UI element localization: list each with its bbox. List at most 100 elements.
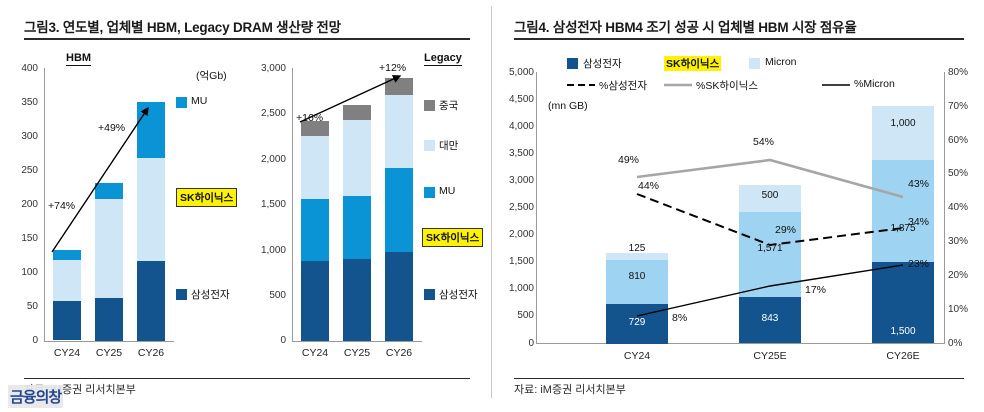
r-legend-swatch-micron bbox=[749, 58, 760, 69]
r-ytick-4500: 4,500 bbox=[508, 94, 534, 105]
r-line-label-ss-cy26: 34% bbox=[908, 216, 930, 228]
legacy-chart-label: Legacy bbox=[424, 52, 462, 66]
left-panel-title: 그림3. 연도별, 업체별 HBM, Legacy DRAM 생산량 전망 bbox=[24, 20, 341, 35]
right-source: 자료: iM증권 리서치본부 bbox=[514, 384, 626, 396]
hbm-ytick-400: 400 bbox=[21, 63, 38, 74]
hbm-cat-cy24: CY24 bbox=[53, 347, 81, 359]
r-label-cy26-micron: 1,000 bbox=[890, 118, 916, 129]
r-label-cy24-micron: 125 bbox=[628, 243, 646, 254]
r-legend-skhynix: SK하이닉스 bbox=[664, 56, 722, 71]
r-legend-pct-micron: %Micron bbox=[854, 78, 895, 90]
left-panel: 그림3. 연도별, 업체별 HBM, Legacy DRAM 생산량 전망 HB… bbox=[8, 20, 484, 408]
hbm-legend-swatch-samsung bbox=[176, 289, 187, 300]
right-panel-title: 그림4. 삼성전자 HBM4 조기 성공 시 업체별 HBM 시장 점유율 bbox=[514, 20, 857, 35]
r-legend-samsung: 삼성전자 bbox=[583, 58, 622, 70]
hbm-ytick-250: 250 bbox=[21, 165, 38, 176]
watermark: 금융의창 bbox=[8, 385, 64, 408]
hbm-bar-cy25-samsung bbox=[95, 298, 123, 341]
legacy-bar-cy24-taiwan bbox=[301, 136, 329, 199]
hbm-legend-skhynix: SK하이닉스 bbox=[176, 188, 238, 207]
r-y2tick-70: 70% bbox=[948, 101, 969, 112]
legacy-cat-cy24: CY24 bbox=[301, 347, 329, 359]
r-ytick-1000: 1,000 bbox=[508, 283, 534, 294]
r-legend-pct-samsung: %삼성전자 bbox=[599, 80, 647, 92]
panel-divider bbox=[491, 6, 492, 398]
hbm-chart-label: HBM bbox=[66, 52, 92, 66]
legacy-ytick-0: 0 bbox=[280, 335, 286, 346]
legacy-y-axis bbox=[292, 68, 293, 342]
legacy-ytick-2500: 2,500 bbox=[260, 108, 286, 119]
r-unit-label: (mn GB) bbox=[548, 100, 588, 112]
right-source-rule bbox=[514, 378, 964, 379]
r-y2tick-20: 20% bbox=[948, 270, 969, 281]
r-ytick-2000: 2,000 bbox=[508, 229, 534, 240]
legacy-annotation-12: +12% bbox=[379, 62, 407, 74]
legacy-ytick-1000: 1,000 bbox=[260, 245, 286, 256]
r-ytick-4000: 4,000 bbox=[508, 121, 534, 132]
legacy-bar-cy24-mu bbox=[301, 199, 329, 261]
r-y2tick-80: 80% bbox=[948, 67, 969, 78]
hbm-x-axis bbox=[44, 341, 174, 342]
legacy-bar-cy25-taiwan bbox=[343, 120, 371, 196]
r-legend-pct-skhynix: %SK하이닉스 bbox=[696, 80, 758, 92]
hbm-ytick-300: 300 bbox=[21, 131, 38, 142]
hbm-ytick-150: 150 bbox=[21, 233, 38, 244]
legacy-bar-cy25-mu bbox=[343, 196, 371, 259]
legacy-x-axis bbox=[292, 341, 422, 342]
r-x-axis bbox=[536, 343, 945, 344]
r-line-label-sk-cy25: 54% bbox=[753, 136, 775, 148]
hbm-annotation-49: +49% bbox=[98, 122, 126, 134]
hbm-legend-mu: MU bbox=[191, 95, 208, 107]
r-bar-cy24-skhynix bbox=[606, 260, 668, 304]
r-line-label-mu-cy26: 23% bbox=[908, 258, 930, 270]
hbm-y-axis bbox=[44, 68, 45, 342]
hbm-ytick-50: 50 bbox=[26, 301, 38, 312]
hbm-unit-label: (억Gb) bbox=[196, 70, 227, 82]
r-line-label-sk-cy26: 43% bbox=[908, 178, 930, 190]
hbm-bar-cy26-mu bbox=[137, 102, 165, 158]
r-bar-cy26-skhynix bbox=[872, 160, 934, 262]
legacy-ytick-1500: 1,500 bbox=[260, 199, 286, 210]
legacy-bar-cy26-mu bbox=[385, 168, 413, 252]
hbm-annotation-74: +74% bbox=[48, 200, 76, 212]
hbm-bar-cy25-skhynix bbox=[95, 199, 123, 298]
legacy-cat-cy26: CY26 bbox=[385, 347, 413, 359]
r-cat-cy26: CY26E bbox=[886, 350, 920, 362]
r-ytick-2500: 2,500 bbox=[508, 202, 534, 213]
hbm-legend-swatch-mu bbox=[176, 97, 187, 108]
legacy-legend-swatch-mu bbox=[424, 187, 435, 198]
hbm-ytick-0: 0 bbox=[32, 335, 38, 346]
hbm-bar-cy25-mu bbox=[95, 183, 123, 199]
r-ytick-3000: 3,000 bbox=[508, 175, 534, 186]
legacy-bar-cy26-china bbox=[385, 78, 413, 95]
hbm-bar-cy24-samsung bbox=[53, 301, 81, 340]
hbm-bar-cy26-skhynix bbox=[137, 158, 165, 261]
hbm-bar-cy26-samsung bbox=[137, 261, 165, 341]
r-label-cy26-samsung: 1,500 bbox=[890, 326, 916, 337]
legacy-bar-cy25-samsung bbox=[343, 259, 371, 341]
hbm-bar-cy24-mu bbox=[53, 250, 81, 260]
legacy-cat-cy25: CY25 bbox=[343, 347, 371, 359]
legacy-bar-cy24-samsung bbox=[301, 261, 329, 341]
r-legend-micron: Micron bbox=[765, 56, 797, 68]
hbm-legend-samsung: 삼성전자 bbox=[191, 289, 230, 301]
r-line-label-ss-cy24: 44% bbox=[638, 180, 660, 192]
hbm-ytick-350: 350 bbox=[21, 97, 38, 108]
r-ytick-500: 500 bbox=[517, 310, 534, 321]
r-ytick-3500: 3,500 bbox=[508, 148, 534, 159]
legacy-annotation-16: +16% bbox=[296, 112, 324, 124]
r-line-label-mu-cy24: 8% bbox=[672, 312, 688, 324]
right-panel: 그림4. 삼성전자 HBM4 조기 성공 시 업체별 HBM 시장 점유율 5,… bbox=[492, 0, 984, 412]
r-y2tick-0: 0% bbox=[948, 338, 963, 349]
r-cat-cy24: CY24 bbox=[623, 350, 651, 362]
r-label-cy24-samsung: 729 bbox=[628, 317, 646, 328]
legacy-legend-taiwan: 대만 bbox=[439, 140, 459, 152]
legacy-legend-swatch-china bbox=[424, 100, 435, 111]
r-y2tick-60: 60% bbox=[948, 135, 969, 146]
r-ytick-5000: 5,000 bbox=[508, 67, 534, 78]
r-y2tick-40: 40% bbox=[948, 202, 969, 213]
hbm-ytick-200: 200 bbox=[21, 199, 38, 210]
legacy-bar-cy25-china bbox=[343, 105, 371, 120]
hbm-bar-cy24-skhynix bbox=[53, 260, 81, 301]
